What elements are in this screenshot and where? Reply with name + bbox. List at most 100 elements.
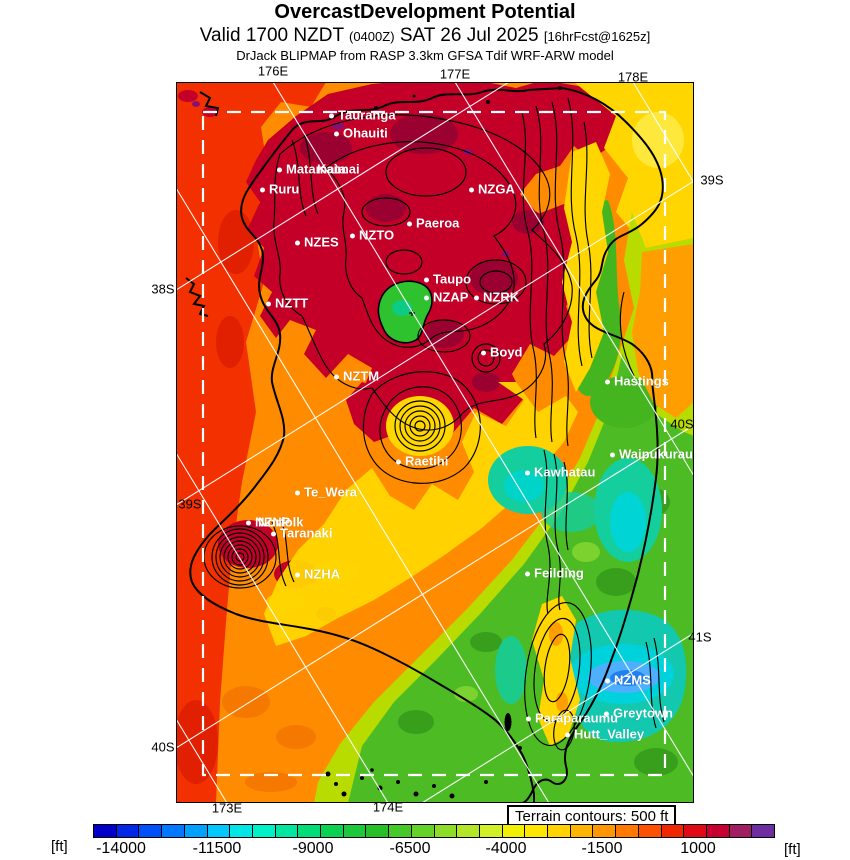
- colorbar-cell-12: [365, 825, 389, 837]
- colorbar-tick-1000: 1000: [680, 840, 716, 857]
- colorbar-unit-left: [ft]: [51, 838, 68, 855]
- station-label: Hastings: [614, 373, 669, 389]
- valid-date: SAT 26 Jul 2025: [399, 25, 539, 46]
- colorbar-cell-14: [410, 825, 434, 837]
- colorbar-cell-20: [547, 825, 570, 837]
- station-label: Hutt_Valley: [574, 726, 645, 742]
- station-NZTT: NZTT: [266, 296, 308, 311]
- colorbar-cell-24: [637, 825, 661, 837]
- station-dot-icon: [334, 374, 339, 380]
- terrain-note: Terrain contours: 500 ft: [507, 805, 677, 828]
- colorbar-tick--9000: -9000: [292, 840, 334, 857]
- station-label: NZAP: [433, 289, 469, 305]
- station-Boyd: Boyd: [481, 345, 523, 360]
- station-label: Feilding: [534, 565, 584, 581]
- station-Taranaki: Taranaki: [271, 526, 333, 541]
- colorbar-tick--1500: -1500: [581, 840, 623, 857]
- station-dot-icon: [350, 233, 355, 239]
- station-dot-icon: [295, 572, 300, 578]
- station-dot-icon: [277, 167, 282, 173]
- station-dot-icon: [525, 571, 530, 577]
- colorbar-tick--14000: -14000: [96, 840, 146, 857]
- station-label: NZTT: [275, 295, 309, 311]
- station-dot-icon: [526, 716, 531, 722]
- colorbar-tick--11500: -11500: [192, 840, 242, 857]
- station-dot-icon: [246, 520, 251, 526]
- station-dot-icon: [610, 452, 615, 458]
- colorbar-cell-1: [115, 825, 139, 837]
- station-dot-icon: [396, 459, 401, 465]
- station-Ohauiti: Ohauiti: [334, 126, 388, 141]
- station-dot-icon: [271, 531, 276, 537]
- station-dot-icon: [605, 379, 610, 385]
- station-label: NZTO: [359, 227, 395, 243]
- colorbar-cell-22: [592, 825, 616, 837]
- station-NZTO: NZTO: [350, 228, 394, 243]
- station-dot-icon: [424, 277, 429, 283]
- colorbar-cell-23: [615, 825, 638, 837]
- valid-prefix: Valid 1700 NZDT: [199, 25, 344, 46]
- station-dot-icon: [295, 490, 300, 496]
- station-label: NZNP: [255, 514, 291, 530]
- colorbar-cell-18: [501, 825, 525, 837]
- station-dot-icon: [469, 187, 474, 193]
- terrain-contours: [203, 97, 665, 751]
- station-NZAP: NZAP: [424, 290, 468, 305]
- station-dot-icon: [481, 350, 486, 356]
- station-label: Kawhatau: [534, 464, 596, 480]
- grid-label-40s: 40S: [670, 416, 694, 432]
- station-NZNP: NZNP: [246, 515, 290, 530]
- station-dot-icon: [266, 301, 271, 307]
- graticule: [176, 82, 694, 803]
- colorbar-cell-11: [342, 825, 366, 837]
- colorbar-tick--6500: -6500: [389, 840, 431, 857]
- colorbar-cell-8: [274, 825, 298, 837]
- colorbar-cell-25: [660, 825, 684, 837]
- station-label: Raetihi: [405, 453, 449, 469]
- page-title: OvercastDevelopment Potential: [274, 1, 576, 23]
- station-label: NZES: [304, 234, 339, 250]
- station-label: Waipukurau: [619, 446, 693, 462]
- header: OvercastDevelopment Potential Valid 1700…: [0, 1, 850, 63]
- station-Paeroa: Paeroa: [407, 216, 459, 231]
- station-dot-icon: [334, 131, 339, 137]
- forecast-map: [176, 82, 694, 803]
- colorbar-cell-10: [320, 825, 343, 837]
- station-dot-icon: [604, 711, 609, 717]
- grid-label-177e: 177E: [439, 66, 471, 82]
- colorbar-cell-5: [206, 825, 230, 837]
- station-label: Taupo: [433, 271, 472, 287]
- grid-label-38s: 38S: [151, 281, 175, 297]
- station-dot-icon: [474, 295, 479, 301]
- colorbar-cell-6: [229, 825, 252, 837]
- station-NZGA: NZGA: [469, 182, 515, 197]
- station-dot-icon: [565, 732, 570, 738]
- station-Norfolk: Norfolk: [258, 515, 304, 530]
- colorbar-cell-21: [569, 825, 593, 837]
- station-label: Kaimai: [317, 161, 360, 177]
- station-Kawhatau: Kawhatau: [525, 465, 595, 480]
- grid-label-173e: 173E: [211, 800, 243, 816]
- valid-fcst: [16hrFcst@1625z]: [543, 29, 651, 44]
- grid-label-176e: 176E: [257, 63, 289, 79]
- colorbar-cell-27: [705, 825, 729, 837]
- valid-time-line: Valid 1700 NZDT (0400Z) SAT 26 Jul 2025 …: [0, 25, 850, 47]
- station-Kaimai: Kaimai: [317, 162, 360, 177]
- colorbar-ticks: -14000 -11500 -9000 -6500 -4000 -1500 1000: [93, 838, 775, 858]
- station-Greytown: Greytown: [604, 706, 673, 721]
- colorbar-cell-3: [161, 825, 184, 837]
- station-dot-icon: [260, 187, 265, 193]
- map-svg: [176, 82, 694, 803]
- station-label: NZTM: [343, 368, 380, 384]
- station-dot-icon: [329, 113, 334, 119]
- station-label: Ohauiti: [343, 125, 388, 141]
- valid-zulu: (0400Z): [349, 29, 395, 44]
- colorbar-cell-28: [728, 825, 752, 837]
- grid-label-174e: 174E: [372, 799, 404, 815]
- station-Hastings: Hastings: [605, 374, 669, 389]
- station-label: Norfolk: [258, 514, 304, 530]
- station-label: Paraparaumu: [535, 710, 619, 726]
- colorbar-cell-13: [388, 825, 411, 837]
- colorbar-cell-17: [478, 825, 502, 837]
- station-label: NZHA: [304, 566, 341, 582]
